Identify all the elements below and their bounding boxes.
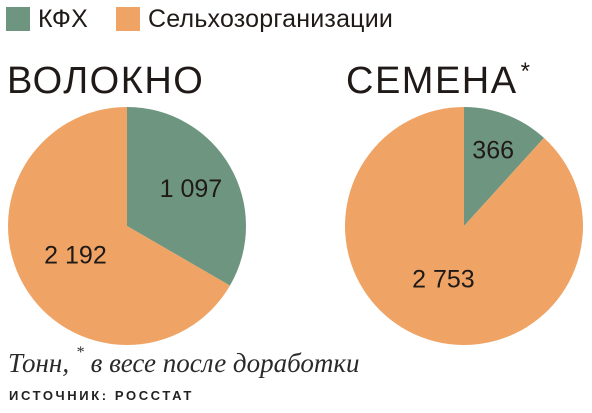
- pie-slice-seeds-agro: [345, 107, 583, 345]
- pie-slice-fiber-kfh: [127, 107, 246, 286]
- legend-swatch-agro: [116, 7, 140, 31]
- chart-title-seeds-text: СЕМЕНА: [346, 60, 518, 102]
- legend-label-kfh: КФХ: [38, 4, 88, 33]
- chart-title-seeds: СЕМЕНА *: [346, 60, 531, 102]
- legend-swatch-kfh: [6, 7, 30, 31]
- units-note-mark: *: [75, 344, 84, 361]
- units-note-text: Тонн,: [8, 348, 76, 378]
- data-label-fiber-agro: 2 192: [44, 242, 107, 270]
- pie-slice-fiber-agro: [8, 107, 230, 345]
- source-label: ИСТОЧНИК: РОССТАТ: [9, 388, 194, 403]
- chart-title-fiber-text: ВОЛОКНО: [7, 60, 205, 102]
- data-label-fiber-kfh: 1 097: [160, 175, 223, 203]
- legend-item-agro: Сельхозорганизации: [116, 5, 393, 34]
- pie-chart-fiber: 1 097 2 192: [8, 107, 246, 345]
- legend-label-agro: Сельхозорганизации: [148, 4, 394, 33]
- data-label-seeds-agro: 2 753: [412, 265, 475, 293]
- pie-slice-seeds-kfh: [464, 107, 545, 226]
- legend: КФХ Сельхозорганизации: [6, 4, 421, 34]
- units-note: Тонн, * в весе после доработки: [8, 344, 360, 379]
- chart-title-fiber: ВОЛОКНО: [7, 62, 204, 100]
- units-note-detail: в весе после доработки: [83, 348, 360, 378]
- data-label-seeds-kfh: 366: [472, 137, 514, 165]
- legend-item-kfh: КФХ: [6, 5, 88, 34]
- chart-title-seeds-mark: *: [520, 58, 532, 85]
- pie-chart-seeds: 366 2 753: [345, 107, 583, 345]
